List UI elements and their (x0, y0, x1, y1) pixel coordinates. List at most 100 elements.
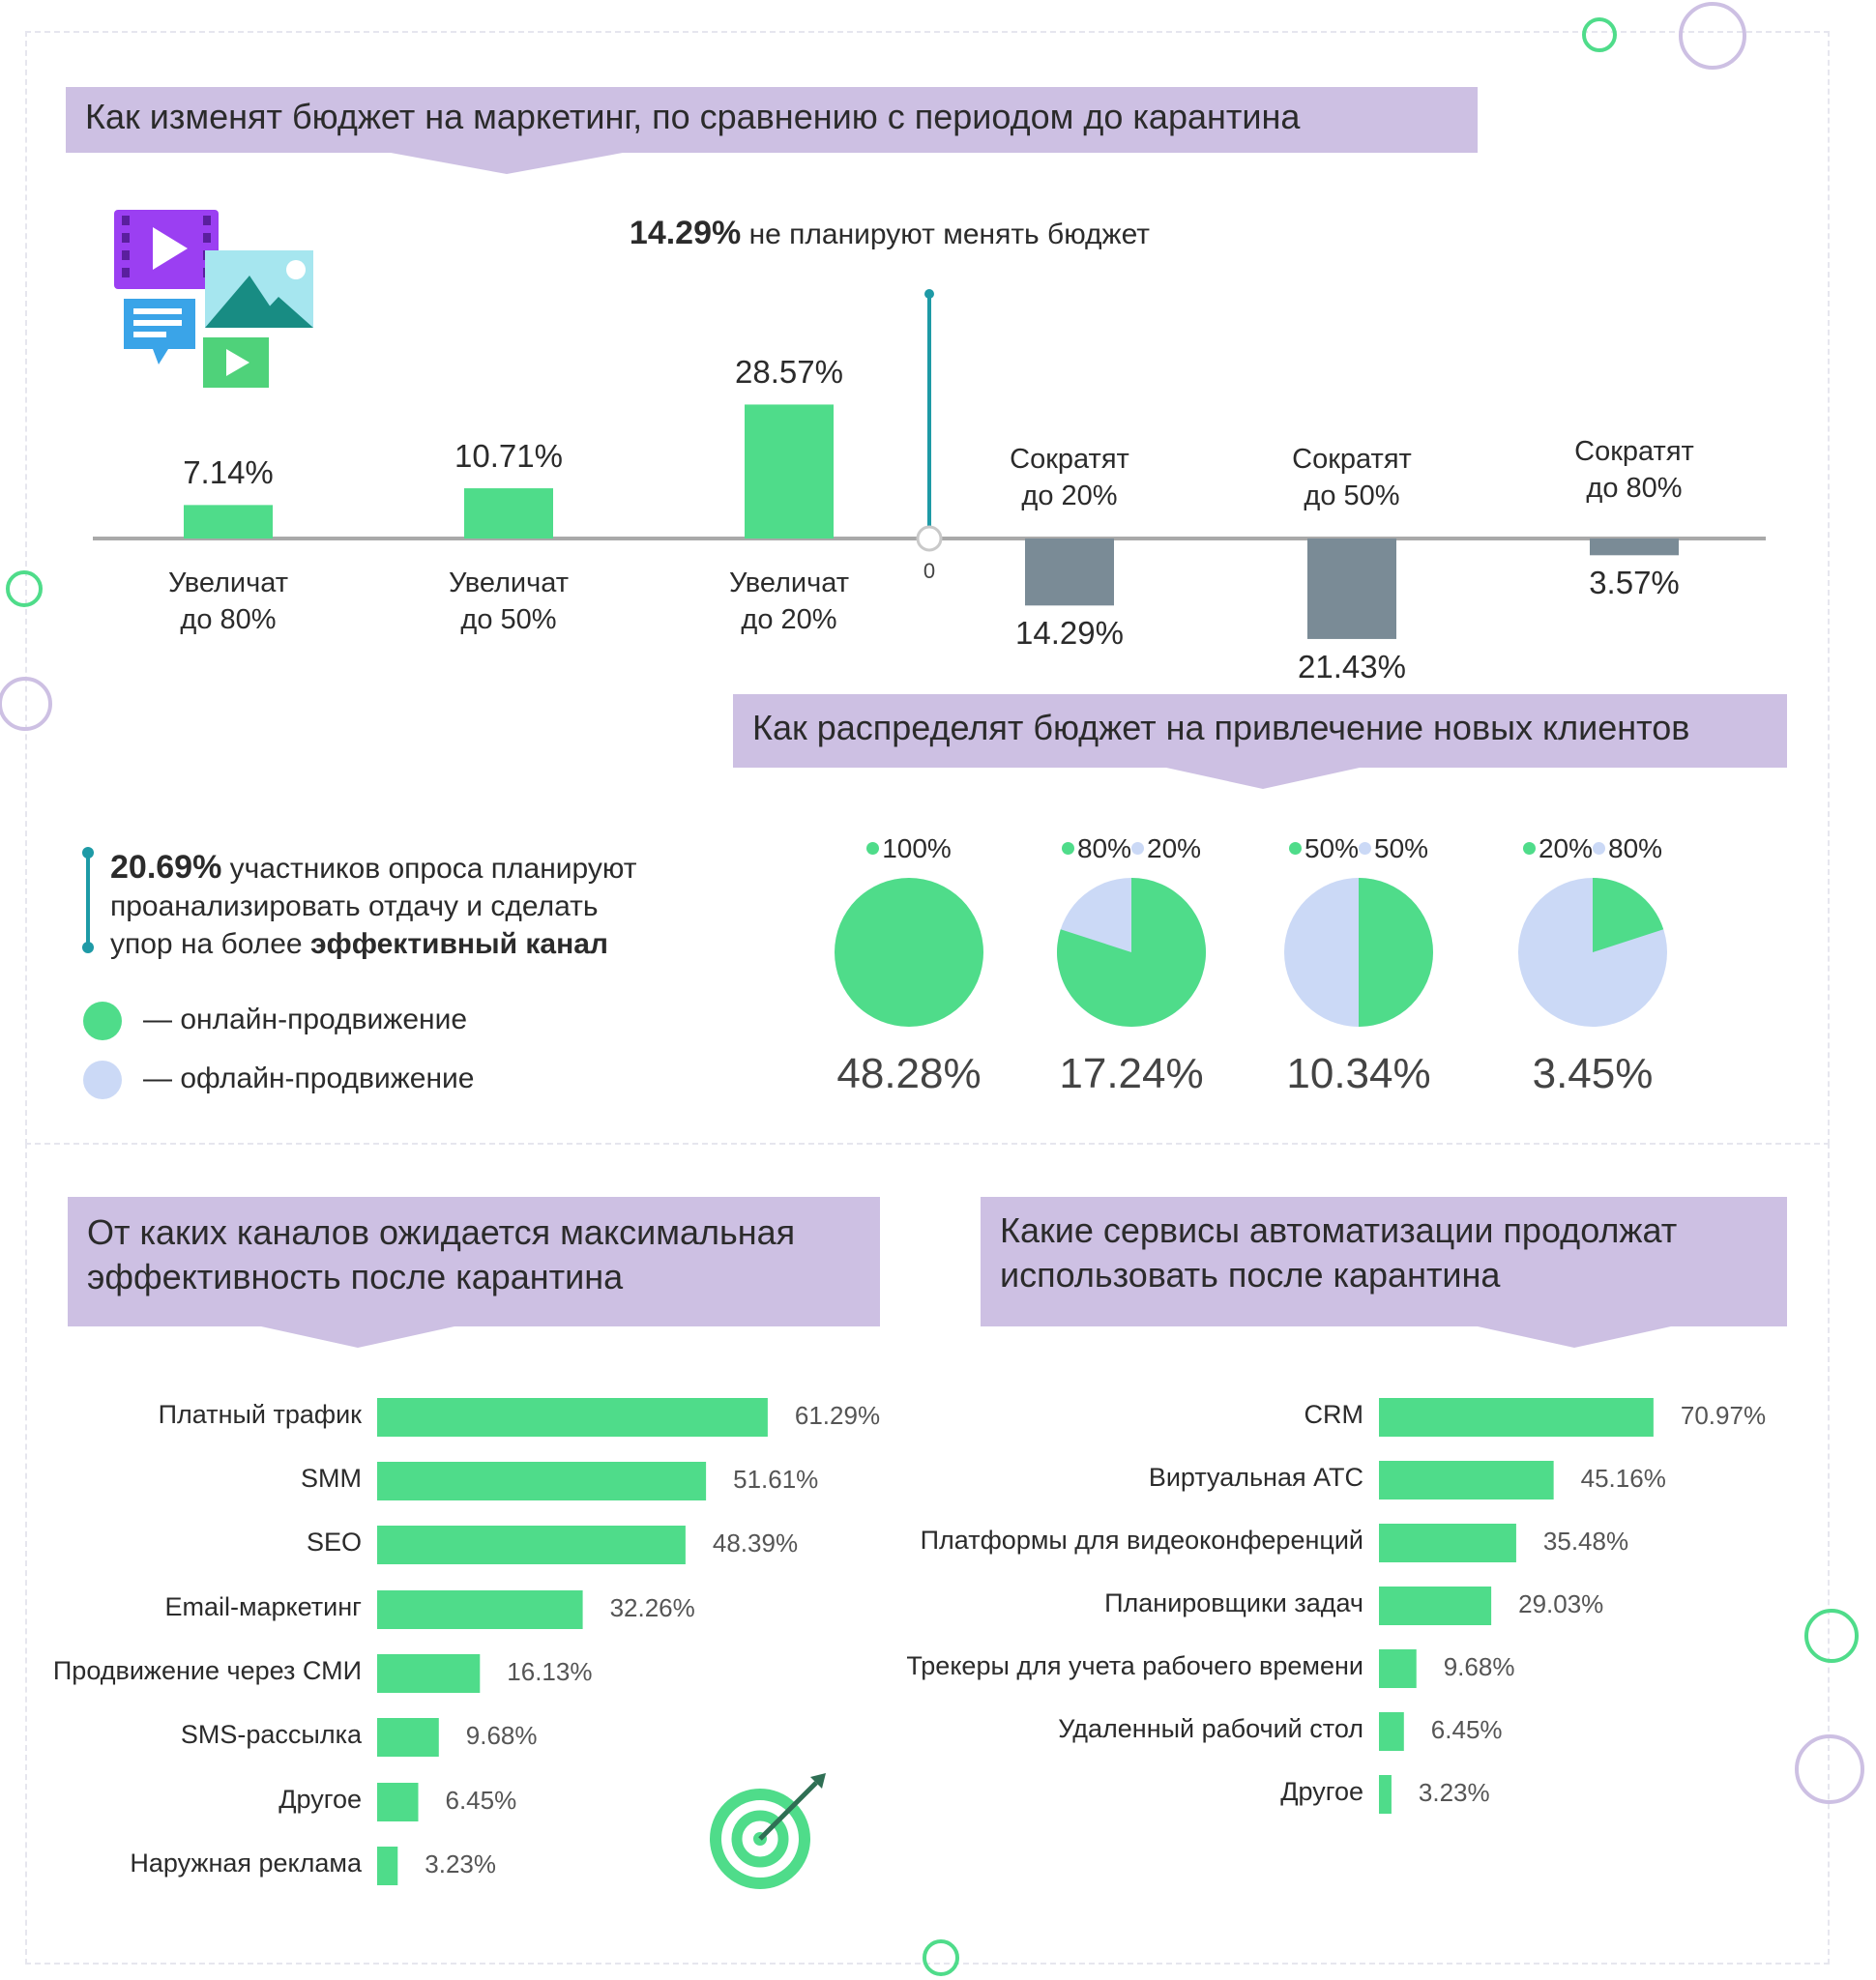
deco-circle (923, 1939, 959, 1976)
budget-bar-label-line: до 20% (741, 604, 837, 635)
no-change-value: 14.29% (629, 215, 742, 251)
pie-share-value: 17.24% (1059, 1050, 1204, 1097)
pie-offline-label: 80% (1593, 833, 1662, 863)
pie-online-label-dot (866, 842, 880, 855)
channel-bar (377, 1590, 583, 1629)
pie-offline-label: 50% (1359, 833, 1428, 863)
budget-bar-value: 28.57% (735, 354, 843, 391)
channel-label: Другое (278, 1785, 362, 1814)
channel-label: Наружная реклама (130, 1849, 362, 1878)
channel-label: Email-маркетинг (164, 1592, 362, 1621)
channel-bar (377, 1398, 768, 1437)
budget-bar-label-line: до 50% (460, 604, 557, 635)
pie-header: 20% 80% (1506, 833, 1680, 864)
pie-offline-label-dot (1593, 842, 1605, 855)
channel-bar (377, 1654, 481, 1693)
budget-bar (184, 505, 273, 539)
service-bar (1379, 1587, 1492, 1625)
service-bar (1379, 1712, 1404, 1751)
service-bar (1379, 1398, 1654, 1437)
zero-marker-top (924, 289, 934, 299)
budget-bar-value: 14.29% (1015, 615, 1124, 652)
service-label: Другое (1280, 1777, 1363, 1806)
channel-label: SMS-рассылка (180, 1720, 362, 1749)
pie-online-label-dot (1061, 842, 1074, 855)
budget-bar-value: 10.71% (454, 438, 563, 475)
budget-bar (1307, 539, 1396, 639)
section3-title-banner: От каких каналов ожидается максимальная … (68, 1197, 880, 1348)
service-bar (1379, 1649, 1417, 1688)
zero-marker-dot (916, 525, 943, 552)
no-change-note: 14.29% не планируют менять бюджет (580, 215, 1199, 252)
channel-label: SMM (301, 1464, 362, 1493)
service-label: Удаленный рабочий стол (1058, 1714, 1363, 1743)
pie-online-label-dot (1522, 842, 1536, 855)
efficiency-note-bold: эффективный канал (309, 928, 608, 960)
service-value: 45.16% (1580, 1464, 1666, 1493)
pie-header: 50% 50% (1272, 833, 1446, 864)
channel-bar (377, 1847, 398, 1885)
service-value: 9.68% (1443, 1652, 1515, 1681)
deco-circle (1582, 17, 1617, 52)
budget-change-chart (93, 289, 1766, 639)
budget-bar-label-line: до 50% (1304, 480, 1400, 511)
pie-slice-online (835, 878, 983, 1027)
channel-bar (377, 1783, 419, 1821)
efficiency-note: 20.69% участников опроса планируют проан… (110, 849, 729, 963)
service-value: 35.48% (1542, 1527, 1629, 1556)
channel-value: 32.26% (609, 1593, 695, 1622)
channel-value: 16.13% (507, 1657, 593, 1686)
budget-bar-label-line: Увеличат (167, 568, 289, 598)
section1-title-banner: Как изменят бюджет на маркетинг, по срав… (66, 87, 1478, 174)
budget-bar (464, 488, 553, 539)
budget-bar-label-line: Сократят (1010, 444, 1129, 475)
service-value: 70.97% (1680, 1401, 1767, 1430)
service-value: 6.45% (1430, 1715, 1503, 1744)
pie-header: 80% 20% (1044, 833, 1218, 864)
target-icon (710, 1769, 830, 1889)
service-value: 29.03% (1518, 1589, 1604, 1618)
channel-label: Продвижение через СМИ (52, 1656, 362, 1685)
budget-bar-label: Увеличат до 20% (663, 565, 915, 638)
channel-bar (377, 1526, 686, 1564)
service-label: CRM (1304, 1400, 1364, 1429)
pie-slice-online (1593, 878, 1664, 952)
pie-slice-online (1057, 878, 1207, 1028)
budget-bar-label-line: Увеличат (728, 568, 850, 598)
deco-circle (1804, 1609, 1859, 1663)
banner-tail (1478, 1326, 1671, 1348)
pie-header: 100% (822, 833, 996, 864)
service-label: Платформы для видеоконференций (920, 1526, 1363, 1555)
banner-tail (1166, 768, 1360, 789)
channel-bar (377, 1718, 439, 1757)
budget-bar-label: Сократят до 50% (1226, 441, 1478, 514)
efficiency-note-value: 20.69% (110, 849, 222, 886)
section4-title-banner: Какие сервисы автоматизации продолжат ис… (981, 1197, 1787, 1348)
pie-share-value: 48.28% (836, 1050, 982, 1097)
budget-bar-value: 3.57% (1589, 565, 1680, 601)
pie-share-value: 3.45% (1532, 1050, 1654, 1097)
banner-tail (261, 1326, 454, 1348)
section3-title-line1: От каких каналов ожидается максимальная (87, 1212, 796, 1252)
no-change-text: не планируют менять бюджет (741, 218, 1151, 250)
budget-bar (1590, 539, 1679, 556)
note-accent-top (82, 847, 94, 859)
budget-bar-label-line: Сократят (1292, 444, 1412, 475)
channel-label: Платный трафик (158, 1400, 362, 1429)
note-accent-bottom (82, 942, 94, 953)
budget-bar-label: Увеличат до 80% (103, 565, 354, 638)
section2-title-banner: Как распределят бюджет на привлечение но… (733, 694, 1787, 789)
channel-value: 9.68% (465, 1721, 538, 1750)
service-bar (1379, 1461, 1554, 1500)
pie-offline-label-dot (1131, 842, 1144, 855)
section1-title: Как изменят бюджет на маркетинг, по срав… (85, 97, 1301, 136)
section4-title-line1: Какие сервисы автоматизации продолжат (1000, 1210, 1678, 1250)
service-value: 3.23% (1418, 1778, 1490, 1807)
legend-online-label: — онлайн-продвижение (143, 1004, 468, 1035)
budget-bar-label-line: Увеличат (448, 568, 570, 598)
section2-title: Как распределят бюджет на привлечение но… (752, 708, 1690, 747)
channel-value: 3.23% (425, 1849, 497, 1878)
budget-bar (1025, 539, 1114, 606)
channel-value: 51.61% (733, 1465, 819, 1494)
pie-online-label: 50% (1288, 833, 1359, 863)
